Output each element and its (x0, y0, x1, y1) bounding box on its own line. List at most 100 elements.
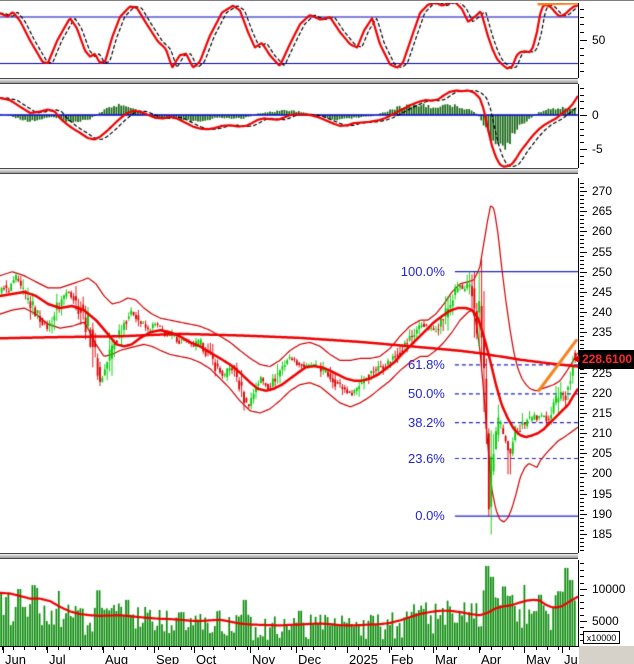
y-axis-tick (580, 48, 584, 49)
y-axis-label: -5 (592, 142, 603, 156)
y-axis-tick (580, 256, 584, 257)
x-axis-month-tick (524, 647, 525, 653)
right-price-axis: 50 0 -5 270 265 260 255 250 245 240 235 225 220 215 21… (578, 1, 634, 664)
y-axis-tick (580, 122, 584, 123)
y-axis-tick (580, 235, 584, 236)
x-axis-month-tick (433, 647, 434, 653)
x-axis-month-tick (154, 647, 155, 653)
axis-segment: 50 (578, 3, 634, 78)
x-axis-week-tick (2, 647, 3, 650)
y-axis-tick (580, 195, 584, 196)
x-axis-corner (579, 646, 634, 664)
x-axis-week-tick (402, 647, 403, 650)
y-axis-tick (580, 101, 584, 102)
y-axis-tick (580, 129, 584, 130)
y-axis-tick (580, 163, 584, 164)
y-axis-tick (580, 223, 584, 224)
fib-level-label[interactable]: 100.0% (400, 264, 445, 279)
x-axis-month-label: May (526, 652, 551, 664)
x-axis-month-label: Mar (435, 652, 458, 664)
y-axis-tick (580, 9, 584, 10)
y-axis-tick (580, 477, 584, 478)
x-axis-week-tick (180, 647, 181, 650)
x-axis-week-tick (69, 647, 70, 650)
y-axis-tick (580, 494, 587, 495)
y-axis-tick (580, 595, 584, 596)
y-axis-tick (580, 608, 584, 609)
y-axis-tick (580, 413, 587, 414)
x-axis-week-tick (536, 647, 537, 650)
panel-splitter-1[interactable] (0, 78, 579, 84)
x-axis-month-tick (479, 647, 480, 653)
x-axis-week-tick (380, 647, 381, 650)
panel-splitter-2[interactable] (0, 168, 579, 174)
y-axis-label: 245 (592, 285, 613, 299)
y-axis-tick (580, 156, 584, 157)
y-axis-tick (580, 231, 587, 232)
y-axis-label: 260 (592, 224, 613, 238)
y-axis-tick (580, 534, 587, 535)
x-axis-week-tick (391, 647, 392, 650)
y-axis-tick (580, 473, 587, 474)
x-axis-month-tick (296, 647, 297, 653)
y-axis-tick (580, 268, 584, 269)
x-axis-week-tick (258, 647, 259, 650)
macd-panel[interactable] (0, 84, 578, 168)
x-axis-week-tick (447, 647, 448, 650)
y-axis-tick (580, 199, 584, 200)
volume-panel[interactable] (0, 560, 578, 646)
stochastic-panel[interactable] (0, 3, 578, 78)
x-axis-week-tick (324, 647, 325, 650)
x-axis[interactable]: Jun Jul Aug Sep Oct Nov Dec 2025 Feb Mar Apr May Ju (0, 646, 579, 664)
y-axis-tick (580, 219, 584, 220)
y-axis-tick (580, 530, 584, 531)
y-axis-tick (580, 498, 584, 499)
y-axis-tick (580, 576, 584, 577)
x-axis-week-tick (480, 647, 481, 650)
fib-level-label[interactable]: 23.6% (408, 451, 445, 466)
y-axis-tick (580, 292, 587, 293)
x-axis-month-tick (562, 647, 563, 653)
y-axis-tick (580, 243, 584, 244)
x-axis-month-tick (103, 647, 104, 653)
y-axis-tick (580, 71, 584, 72)
y-axis-tick (580, 453, 587, 454)
y-axis-tick (580, 615, 584, 616)
x-axis-week-tick (358, 647, 359, 650)
y-axis-tick (580, 441, 584, 442)
panel-splitter-3[interactable] (0, 553, 579, 559)
fib-level-label[interactable]: 61.8% (408, 357, 445, 372)
y-axis-tick (580, 469, 584, 470)
volume-unit-label: x10000 (583, 631, 620, 644)
y-axis-tick (580, 115, 587, 116)
x-axis-week-tick (547, 647, 548, 650)
y-axis-tick (580, 300, 584, 301)
y-axis-tick (580, 526, 584, 527)
price-panel[interactable] (0, 178, 578, 553)
fib-level-label[interactable]: 38.2% (408, 415, 445, 430)
y-axis-tick (580, 24, 584, 25)
x-axis-week-tick (102, 647, 103, 650)
y-axis-tick (580, 518, 584, 519)
y-axis-tick (580, 421, 584, 422)
x-axis-week-tick (247, 647, 248, 650)
y-axis-tick (580, 482, 584, 483)
y-axis-tick (580, 260, 584, 261)
y-axis-label: 250 (592, 265, 613, 279)
y-axis-tick (580, 522, 584, 523)
y-axis-tick (580, 583, 584, 584)
y-axis-label: 255 (592, 245, 613, 259)
x-axis-week-tick (469, 647, 470, 650)
y-axis-tick (580, 40, 587, 41)
y-axis-label: 235 (592, 325, 613, 339)
fib-level-label[interactable]: 50.0% (408, 386, 445, 401)
y-axis-tick (580, 272, 587, 273)
y-axis-tick (580, 538, 584, 539)
fib-level-label[interactable]: 0.0% (415, 508, 445, 523)
y-axis-tick (580, 627, 584, 628)
y-axis-label: 190 (592, 507, 613, 521)
y-axis-tick (580, 433, 587, 434)
x-axis-week-tick (80, 647, 81, 650)
y-axis-label: 215 (592, 406, 613, 420)
